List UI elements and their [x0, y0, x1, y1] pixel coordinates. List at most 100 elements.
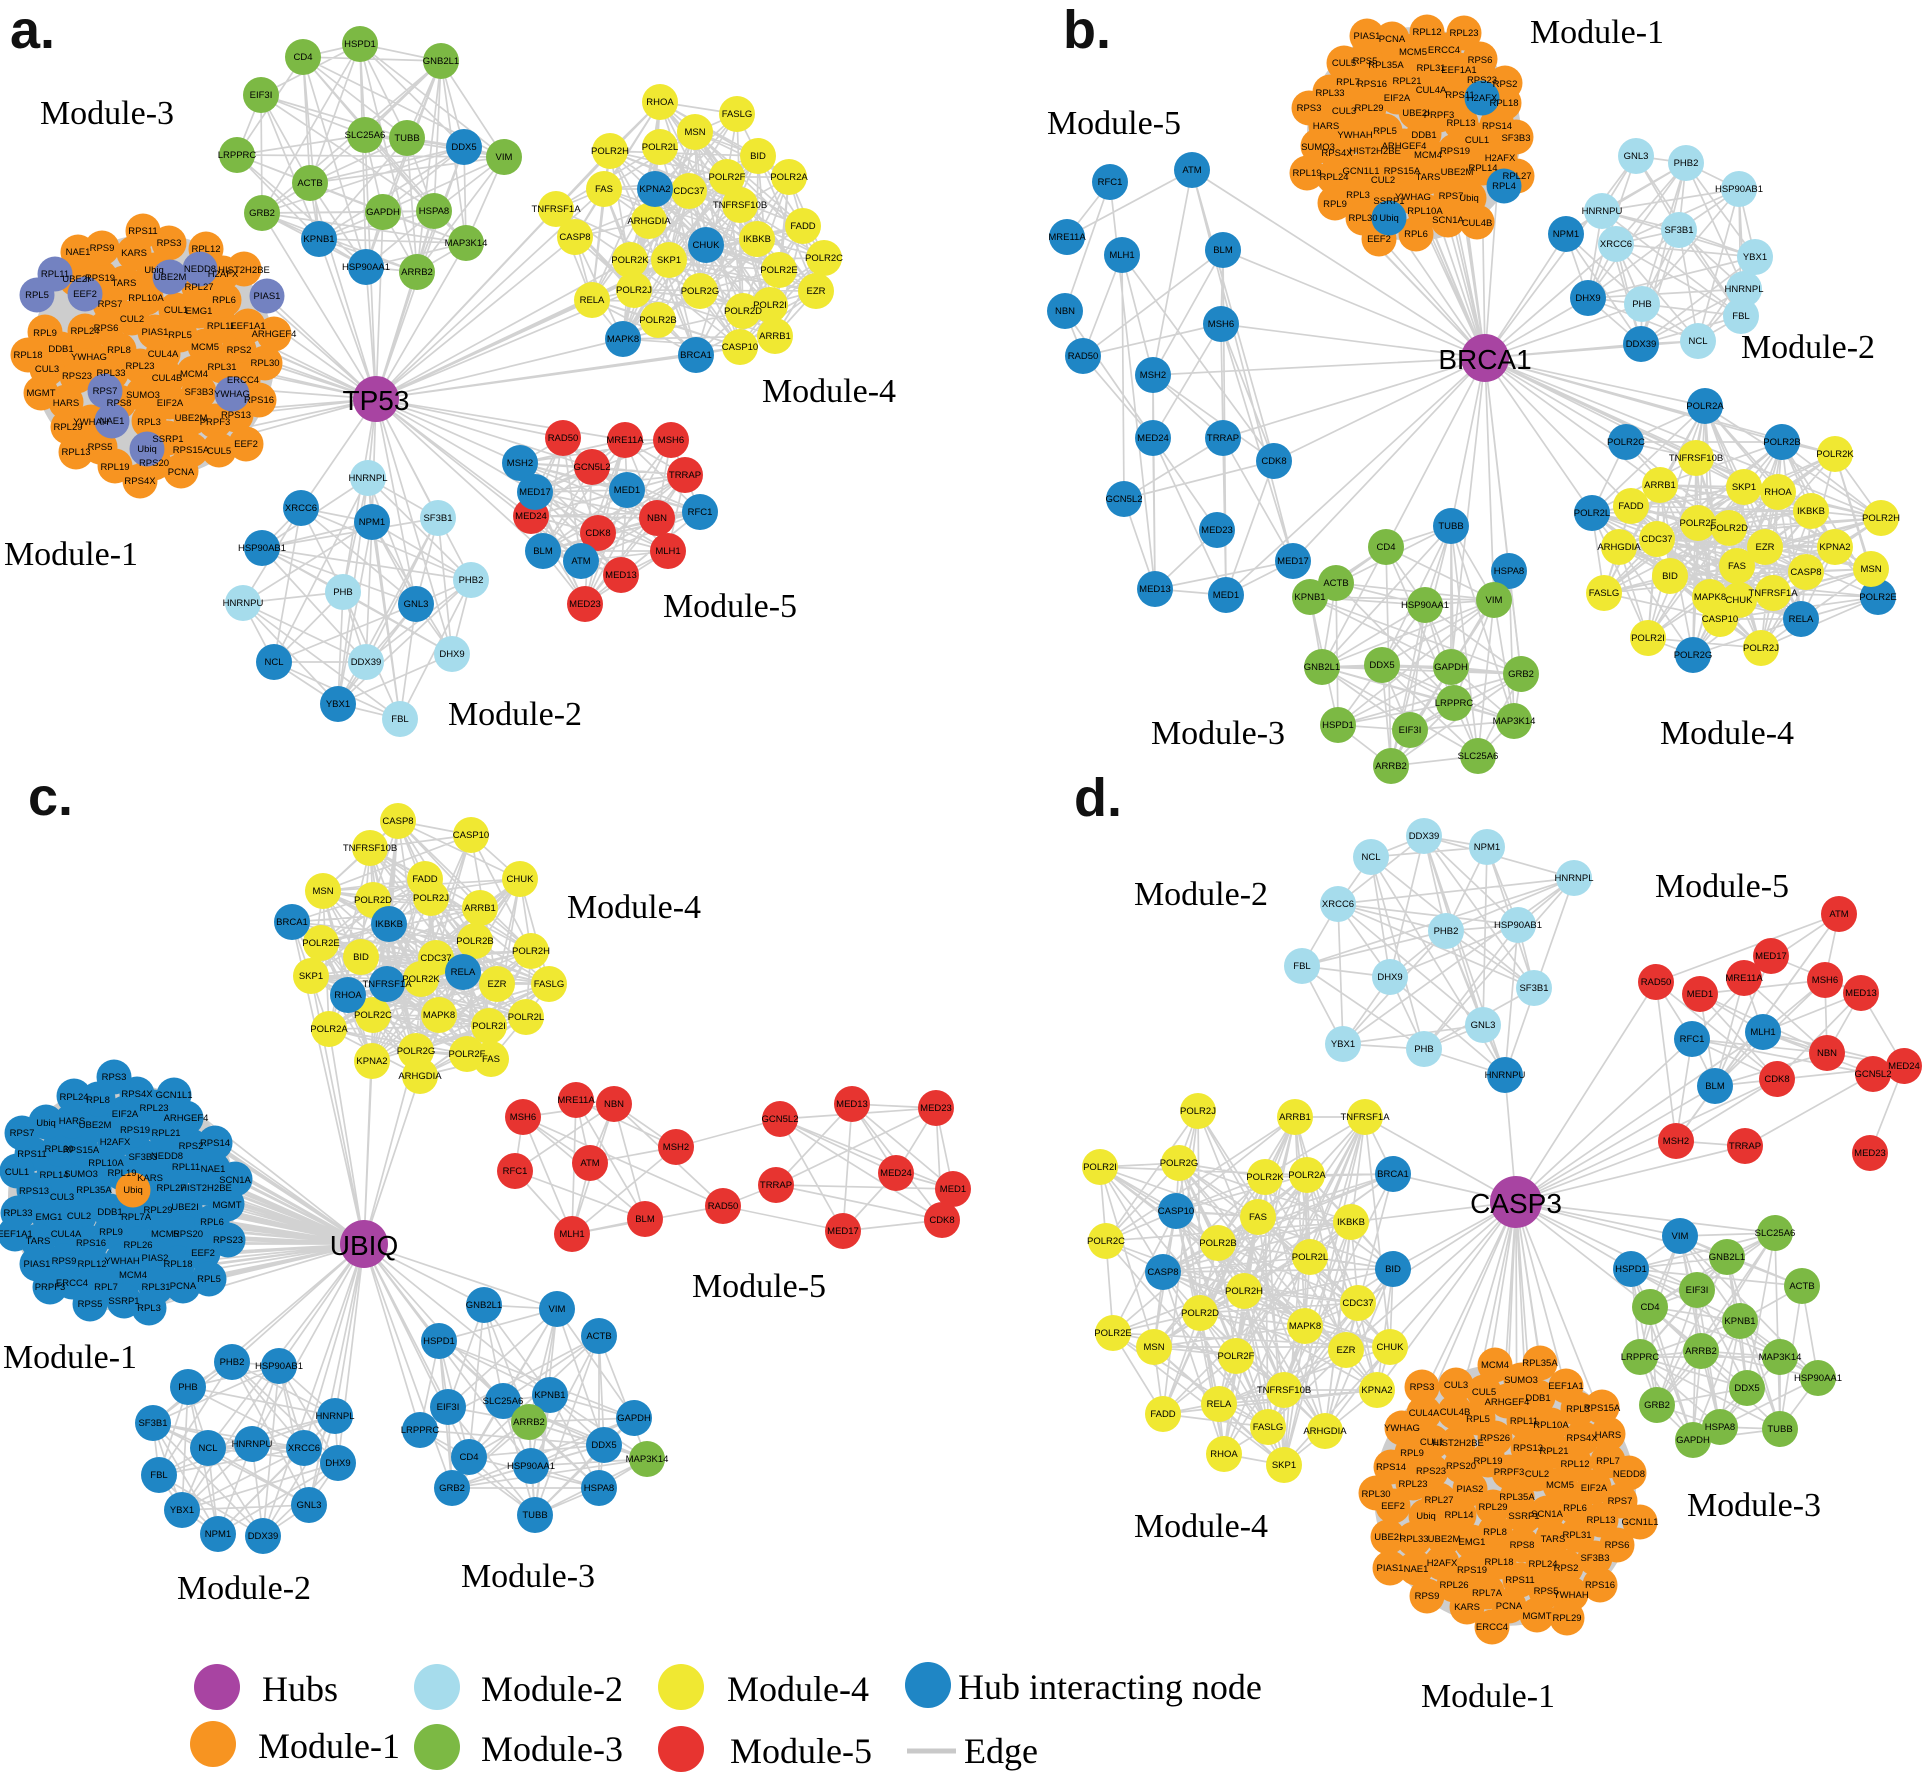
- svg-text:POLR2A: POLR2A: [1288, 1170, 1326, 1181]
- svg-text:RPL7: RPL7: [1336, 77, 1360, 88]
- svg-text:MAP3K14: MAP3K14: [445, 238, 488, 249]
- svg-text:EZR: EZR: [807, 286, 826, 297]
- svg-text:NBN: NBN: [1817, 1048, 1837, 1059]
- svg-text:MSH6: MSH6: [1208, 319, 1234, 330]
- svg-text:Ubiq: Ubiq: [1416, 1511, 1436, 1522]
- svg-text:LRPPRC: LRPPRC: [1621, 1352, 1660, 1363]
- svg-text:TP53: TP53: [343, 385, 410, 416]
- svg-text:YWHAH: YWHAH: [104, 1256, 140, 1267]
- svg-text:HSPA8: HSPA8: [584, 1483, 614, 1494]
- svg-text:SUMO3: SUMO3: [126, 390, 160, 401]
- svg-text:RPS6: RPS6: [94, 323, 119, 334]
- svg-text:SLC25A6: SLC25A6: [1755, 1228, 1796, 1239]
- svg-text:RPS20: RPS20: [1446, 1461, 1476, 1472]
- svg-text:Hub interacting node: Hub interacting node: [958, 1667, 1262, 1707]
- svg-text:FASLG: FASLG: [1589, 588, 1620, 599]
- svg-text:Module-4: Module-4: [727, 1669, 869, 1709]
- svg-text:RPL23: RPL23: [125, 361, 154, 372]
- svg-text:POLR2F: POLR2F: [1218, 1351, 1255, 1362]
- svg-text:POLR2C: POLR2C: [805, 253, 843, 264]
- svg-text:RPS5: RPS5: [1353, 56, 1378, 67]
- svg-text:CUL2: CUL2: [67, 1211, 91, 1222]
- svg-text:RPL30: RPL30: [1348, 213, 1377, 224]
- svg-text:FAS: FAS: [1249, 1212, 1267, 1223]
- svg-text:MAPK8: MAPK8: [1289, 1321, 1321, 1332]
- svg-text:NBN: NBN: [604, 1099, 624, 1110]
- svg-text:POLR2H: POLR2H: [512, 946, 550, 957]
- svg-text:YWHAG: YWHAG: [1395, 192, 1431, 203]
- svg-text:CASP10: CASP10: [453, 830, 489, 841]
- svg-text:HNRNPU: HNRNPU: [1582, 206, 1623, 217]
- svg-text:EMG1: EMG1: [186, 306, 213, 317]
- svg-text:TRRAP: TRRAP: [1207, 433, 1239, 444]
- svg-text:CDC37: CDC37: [673, 186, 704, 197]
- svg-text:MED24: MED24: [1137, 433, 1169, 444]
- svg-text:HSPA8: HSPA8: [419, 206, 449, 217]
- svg-text:MLH1: MLH1: [559, 1229, 584, 1240]
- svg-text:MGMT: MGMT: [26, 388, 55, 399]
- svg-text:RPL14: RPL14: [1444, 1510, 1473, 1521]
- svg-text:ARHGDIA: ARHGDIA: [1303, 1426, 1347, 1437]
- svg-text:CASP8: CASP8: [559, 232, 590, 243]
- svg-text:POLR2G: POLR2G: [1674, 650, 1713, 661]
- svg-text:MED17: MED17: [519, 487, 551, 498]
- svg-text:RPS14: RPS14: [1376, 1462, 1406, 1473]
- svg-text:RPL30: RPL30: [1361, 1489, 1390, 1500]
- svg-text:SSRP1: SSRP1: [108, 1296, 139, 1307]
- svg-text:RPS23: RPS23: [213, 1235, 243, 1246]
- svg-text:RPS14: RPS14: [200, 1138, 230, 1149]
- svg-text:SCN1A: SCN1A: [1432, 215, 1464, 226]
- svg-text:NPM1: NPM1: [205, 1529, 231, 1540]
- svg-text:RPL13: RPL13: [1446, 118, 1475, 129]
- svg-text:MAPK8: MAPK8: [607, 334, 639, 345]
- svg-text:RPL21: RPL21: [1392, 76, 1421, 87]
- svg-text:CUL2: CUL2: [120, 314, 144, 325]
- svg-text:HNRNPL: HNRNPL: [315, 1411, 354, 1422]
- svg-text:EIF3I: EIF3I: [250, 90, 273, 101]
- svg-text:MCM4: MCM4: [119, 1270, 147, 1281]
- svg-text:RPL18: RPL18: [1484, 1557, 1513, 1568]
- svg-text:TNFRSF1A: TNFRSF1A: [1748, 588, 1798, 599]
- svg-text:SKP1: SKP1: [1272, 1460, 1296, 1471]
- svg-text:POLR2H: POLR2H: [591, 146, 629, 157]
- svg-text:ACTB: ACTB: [297, 178, 322, 189]
- svg-text:LRPPRC: LRPPRC: [1435, 698, 1474, 709]
- svg-text:CD4: CD4: [293, 52, 312, 63]
- svg-text:CUL4B: CUL4B: [152, 373, 183, 384]
- svg-text:PHB: PHB: [1414, 1044, 1434, 1055]
- svg-text:SF3B3: SF3B3: [128, 1152, 157, 1163]
- svg-text:BID: BID: [1385, 1264, 1401, 1275]
- svg-text:MCM5: MCM5: [1399, 47, 1427, 58]
- svg-text:RPS9: RPS9: [52, 1256, 77, 1267]
- svg-text:HSPD1: HSPD1: [344, 39, 376, 50]
- svg-text:TNFRSF1A: TNFRSF1A: [1340, 1112, 1390, 1123]
- svg-text:RFC1: RFC1: [688, 507, 713, 518]
- svg-text:RELA: RELA: [451, 967, 476, 978]
- svg-text:SF3B3: SF3B3: [1501, 133, 1530, 144]
- svg-text:RPL30: RPL30: [44, 1144, 73, 1155]
- svg-text:EEF2: EEF2: [191, 1248, 215, 1259]
- svg-text:SF3B1: SF3B1: [1664, 225, 1693, 236]
- svg-text:XRCC6: XRCC6: [1322, 899, 1354, 910]
- svg-text:UBE2I: UBE2I: [171, 1202, 198, 1213]
- svg-text:KPNB1: KPNB1: [1294, 592, 1325, 603]
- svg-text:HARS: HARS: [1595, 1430, 1621, 1441]
- svg-text:CUL3: CUL3: [35, 364, 59, 375]
- svg-text:PCNA: PCNA: [168, 467, 195, 478]
- svg-text:ARHGEF4: ARHGEF4: [1382, 141, 1427, 152]
- svg-text:IKBKB: IKBKB: [1797, 506, 1825, 517]
- svg-text:CUL2: CUL2: [1371, 175, 1395, 186]
- svg-text:DDX5: DDX5: [1369, 660, 1394, 671]
- svg-text:PIAS2: PIAS2: [142, 1253, 169, 1264]
- svg-text:SF3B1: SF3B1: [138, 1418, 167, 1429]
- svg-text:Ubiq: Ubiq: [36, 1118, 56, 1129]
- svg-text:MSH2: MSH2: [1140, 370, 1166, 381]
- svg-text:GCN5L2: GCN5L2: [762, 1114, 799, 1125]
- svg-text:PIAS1: PIAS1: [1377, 1563, 1404, 1574]
- svg-text:RPS2: RPS2: [227, 345, 252, 356]
- svg-text:Module-4: Module-4: [1660, 715, 1794, 752]
- svg-text:MED23: MED23: [1201, 525, 1233, 536]
- svg-text:RPL27: RPL27: [184, 282, 213, 293]
- svg-text:BRCA1: BRCA1: [1377, 1169, 1409, 1180]
- svg-text:GAPDH: GAPDH: [366, 207, 400, 218]
